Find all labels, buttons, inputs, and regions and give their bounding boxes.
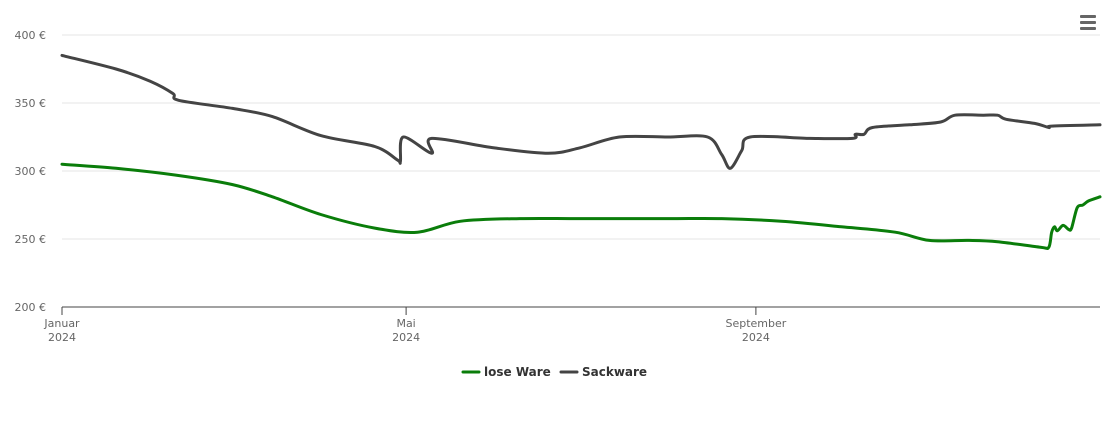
x-tick-sublabel: 2024	[742, 331, 770, 344]
x-tick-label: Mai	[396, 317, 415, 330]
series-line-lose-ware[interactable]	[60, 162, 1102, 250]
hamburger-menu-icon	[1080, 15, 1096, 18]
legend-label: Sackware	[582, 365, 647, 379]
y-tick-label: 250 €	[15, 233, 47, 246]
x-tick-label: Januar	[43, 317, 80, 330]
chart-menu-button[interactable]	[1074, 10, 1100, 34]
x-tick-label: September	[725, 317, 786, 330]
legend-label: lose Ware	[484, 365, 551, 379]
grid-lines	[62, 34, 1100, 240]
series-lines	[60, 53, 1102, 250]
y-tick-label: 200 €	[15, 301, 47, 314]
legend-item-lose-ware[interactable]: lose Ware	[461, 365, 551, 379]
y-tick-label: 350 €	[15, 97, 47, 110]
x-tick-sublabel: 2024	[48, 331, 76, 344]
legend: lose Ware Sackware	[461, 365, 647, 379]
legend-item-sackware[interactable]: Sackware	[559, 365, 647, 379]
y-tick-label: 400 €	[15, 29, 47, 42]
series-line-sackware[interactable]	[60, 53, 1102, 170]
x-tick-sublabel: 2024	[392, 331, 420, 344]
y-tick-label: 300 €	[15, 165, 47, 178]
y-axis: 200 € 250 € 300 € 350 € 400 €	[15, 29, 47, 314]
